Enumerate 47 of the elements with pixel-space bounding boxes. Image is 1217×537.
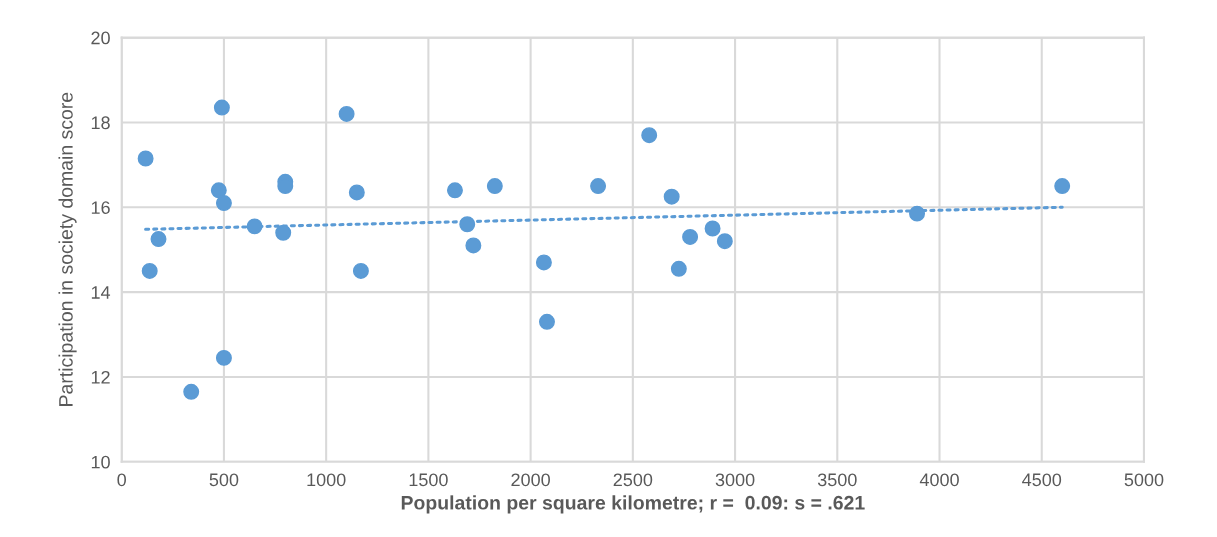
point [682,228,699,245]
point [663,188,680,205]
x-tick-label: 1500 [409,473,448,487]
point [183,383,200,400]
x-tick-label: 1000 [307,473,346,487]
point [150,231,167,248]
point [670,260,687,277]
y-tick-label: 20 [91,31,110,45]
point [909,205,926,222]
point [141,262,158,279]
point [275,224,292,241]
point [590,178,607,195]
x-tick-label: 2500 [613,473,653,487]
x-tick-label: 5000 [1124,473,1164,487]
y-tick-label: 14 [91,286,111,299]
point [246,218,263,235]
point [215,195,232,212]
point [213,99,230,116]
x-tick-label: 3500 [817,473,857,487]
y-axis-title: Participation in society domain score [58,92,77,406]
point [446,182,463,199]
point [352,262,369,279]
x-tick-label: 2000 [511,473,550,487]
point [486,178,503,195]
point [641,127,658,144]
point [704,220,721,237]
x-tick-label: 0 [117,473,127,487]
x-tick-label: 3000 [715,473,755,487]
point [348,184,365,201]
point [459,216,476,233]
point [210,182,227,199]
x-axis-title: Population per square kilometre; r = 0.09: s = .621 [401,495,865,514]
point [338,105,355,122]
y-tick-label: 16 [91,201,110,214]
point [215,349,232,366]
point [1054,178,1071,195]
y-tick-label: 10 [91,455,110,469]
y-tick-label: 18 [91,116,110,130]
point [716,233,733,250]
point [535,254,552,271]
x-tick-label: 4500 [1022,473,1062,487]
point [538,313,555,330]
point [465,237,482,254]
y-tick-label: 12 [91,370,110,384]
point [137,150,154,167]
x-tick-label: 500 [209,473,239,487]
x-tick-label: 4000 [919,473,959,487]
